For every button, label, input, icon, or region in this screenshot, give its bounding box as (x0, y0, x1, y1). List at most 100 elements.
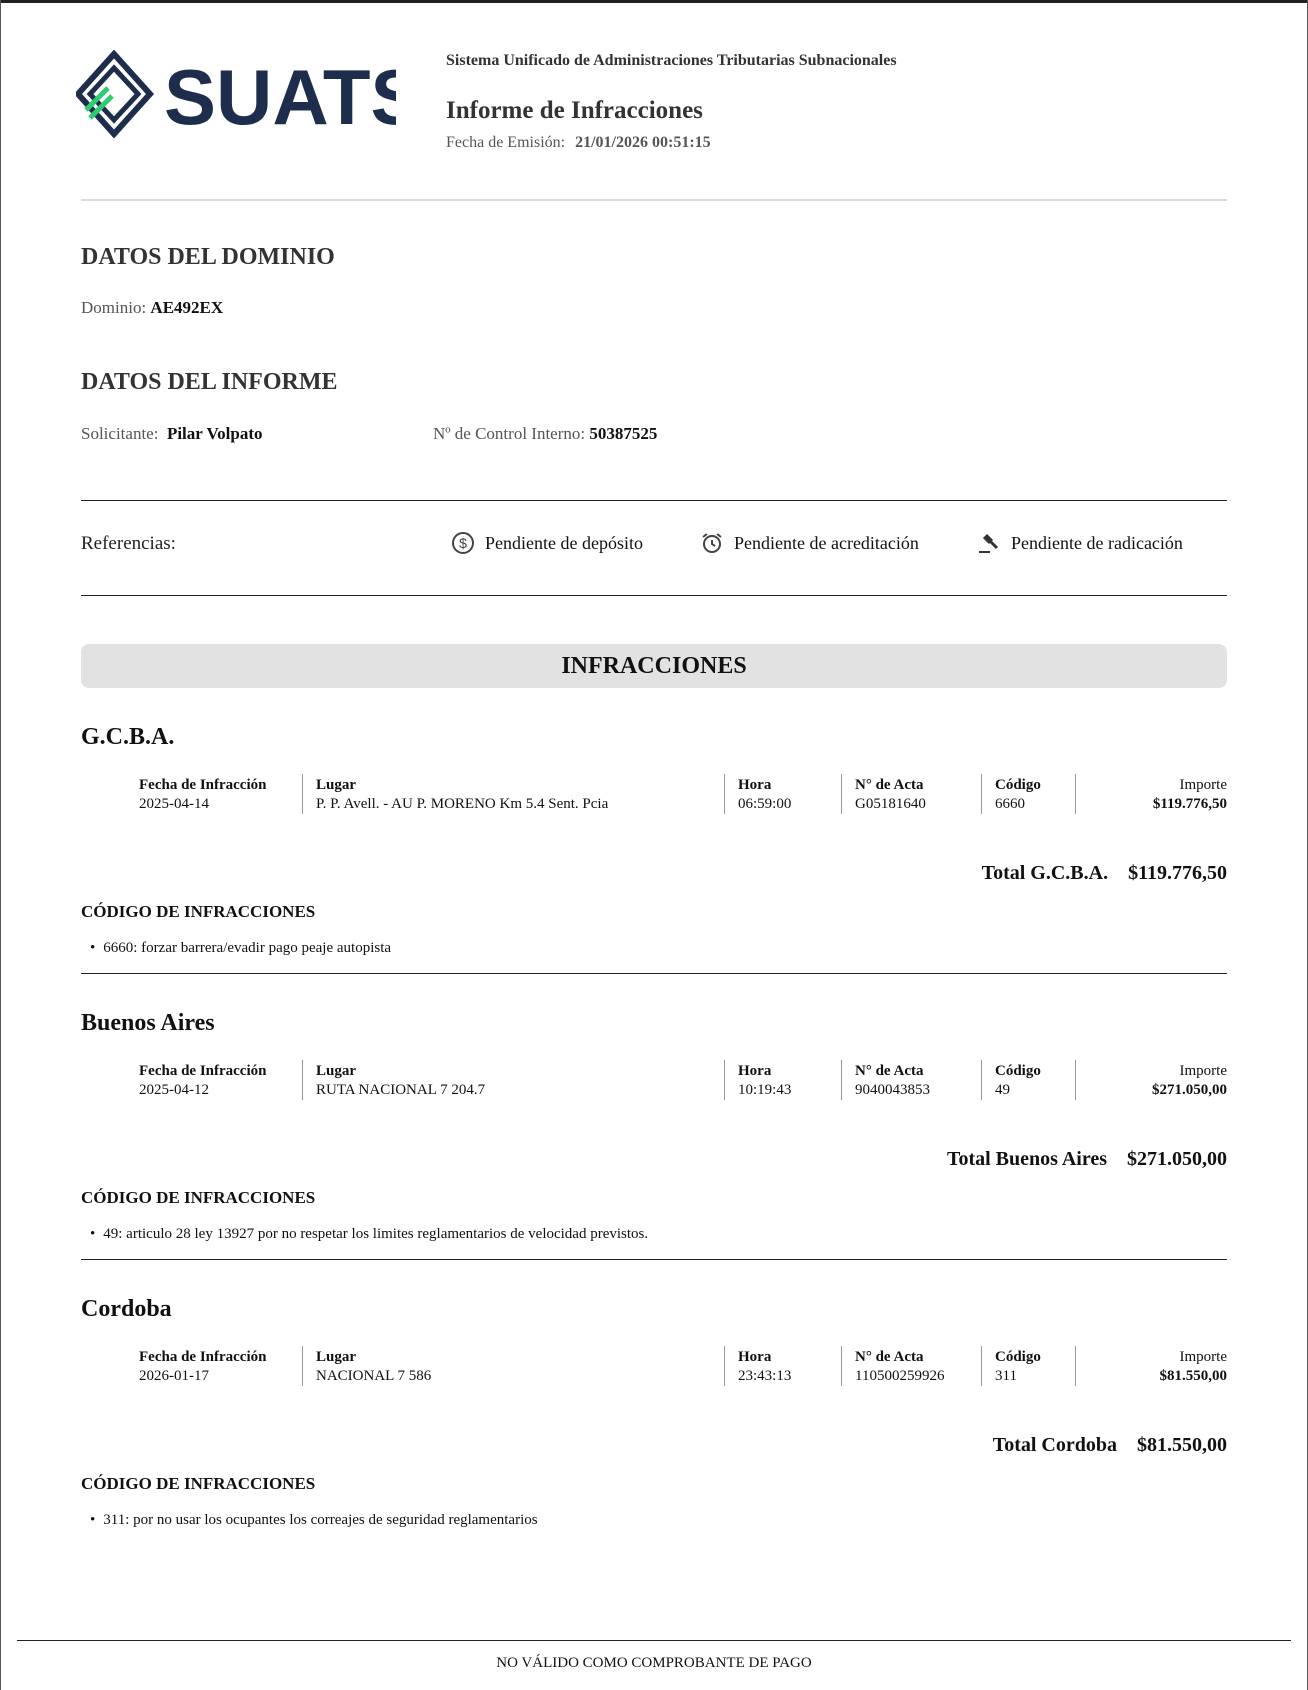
column-divider (1075, 774, 1076, 814)
column-divider (1075, 1346, 1076, 1386)
jurisdiction-section: Cordoba Fecha de Infracción 2026-01-17 Lu… (0, 1296, 1308, 1582)
col-header: Hora (738, 1349, 772, 1365)
solicitante-field: Solicitante: Pilar Volpato (81, 424, 263, 444)
col-header: Hora (738, 777, 772, 793)
dominio-label: Dominio: (81, 298, 147, 317)
cell-codigo: 49 (995, 1082, 1010, 1098)
date-value: 21/01/2026 00:51:15 (575, 134, 711, 151)
cell-acta: 110500259926 (855, 1368, 945, 1384)
cell-importe: $271.050,00 (1152, 1082, 1227, 1098)
legend-label: Pendiente de acreditación (734, 532, 919, 553)
column-divider (724, 1060, 725, 1100)
column-divider (724, 1346, 725, 1386)
cell-acta: G05181640 (855, 796, 926, 812)
col-importe: Importe $271.050,00 (1152, 1062, 1227, 1100)
section-divider (81, 973, 1227, 974)
cell-hora: 23:43:13 (738, 1368, 792, 1384)
section-divider (81, 1259, 1227, 1260)
total-label: Total Buenos Aires (946, 1148, 1107, 1170)
legend-acreditacion: Pendiente de acreditación (700, 531, 919, 555)
column-divider (981, 1346, 982, 1386)
col-header: Fecha de Infracción (139, 777, 267, 793)
solicitante-value: Pilar Volpato (166, 424, 263, 443)
code-description: 49: articulo 28 ley 13927 por no respeta… (90, 1226, 648, 1243)
col-header: Importe (1179, 1349, 1227, 1365)
col-header: N° de Acta (855, 1349, 924, 1365)
window-top-bar (0, 0, 1308, 3)
gavel-icon (979, 533, 999, 553)
column-divider (302, 774, 303, 814)
col-header: Lugar (316, 1349, 357, 1365)
col-acta: N° de Acta 9040043853 (855, 1062, 930, 1100)
legend-label: Pendiente de radicación (1011, 532, 1183, 553)
dominio-heading: DATOS DEL DOMINIO (81, 244, 335, 270)
col-lugar: Lugar NACIONAL 7 586 (316, 1348, 431, 1386)
col-codigo: Código 49 (995, 1062, 1041, 1100)
report-title: Informe de Infracciones (446, 97, 703, 124)
cell-fecha: 2025-04-12 (139, 1082, 209, 1098)
jurisdiction-name: Buenos Aires (81, 1010, 215, 1036)
column-divider (841, 1060, 842, 1100)
col-fecha: Fecha de Infracción 2026-01-17 (139, 1348, 266, 1386)
divider (81, 595, 1227, 596)
total-label: Total G.C.B.A. (981, 862, 1109, 884)
cell-fecha: 2025-04-14 (139, 796, 209, 812)
col-header: Fecha de Infracción (139, 1349, 267, 1365)
dollar-circle-icon: $ (452, 532, 474, 554)
column-divider (841, 1346, 842, 1386)
col-acta: N° de Acta G05181640 (855, 776, 926, 814)
col-header: Código (995, 1063, 1041, 1079)
col-hora: Hora 06:59:00 (738, 776, 791, 814)
alarm-clock-icon (702, 533, 722, 553)
col-importe: Importe $119.776,50 (1153, 776, 1227, 814)
system-name: Sistema Unificado de Administraciones Tr… (446, 52, 897, 69)
col-acta: N° de Acta 110500259926 (855, 1348, 944, 1386)
solicitante-label: Solicitante: (81, 424, 159, 443)
jurisdiction-section: Buenos Aires Fecha de Infracción 2025-04-… (0, 1010, 1308, 1296)
col-lugar: Lugar P. P. Avell. - AU P. MORENO Km 5.4 … (316, 776, 608, 814)
svg-text:$: $ (459, 535, 467, 551)
cell-lugar: NACIONAL 7 586 (316, 1368, 432, 1384)
infracciones-banner: INFRACCIONES (81, 644, 1227, 688)
col-header: N° de Acta (855, 1063, 924, 1079)
column-divider (981, 1060, 982, 1100)
jurisdiction-name: Cordoba (81, 1296, 172, 1322)
cell-acta: 9040043853 (855, 1082, 930, 1098)
col-header: Lugar (316, 1063, 357, 1079)
section-total: Total Cordoba $81.550,00 (993, 1434, 1227, 1457)
header-divider (81, 199, 1227, 201)
column-divider (1075, 1060, 1076, 1100)
emission-date: Fecha de Emisión: 21/01/2026 00:51:15 (446, 134, 711, 152)
divider (81, 500, 1227, 501)
col-header: Importe (1179, 777, 1227, 793)
total-value: $271.050,00 (1127, 1148, 1227, 1170)
legend-deposito: $ Pendiente de depósito (451, 531, 643, 555)
cell-lugar: RUTA NACIONAL 7 204.7 (316, 1082, 486, 1098)
cell-codigo: 6660 (995, 796, 1025, 812)
codes-heading: CÓDIGO DE INFRACCIONES (81, 1474, 316, 1493)
codes-heading: CÓDIGO DE INFRACCIONES (81, 902, 316, 921)
jurisdiction-name: G.C.B.A. (81, 724, 175, 750)
col-header: Importe (1179, 1063, 1227, 1079)
footer-divider (17, 1640, 1291, 1641)
col-header: Código (995, 777, 1041, 793)
footer-note: NO VÁLIDO COMO COMPROBANTE DE PAGO (496, 1655, 812, 1671)
col-fecha: Fecha de Infracción 2025-04-14 (139, 776, 266, 814)
col-header: Fecha de Infracción (139, 1063, 267, 1079)
cell-fecha: 2026-01-17 (139, 1368, 209, 1384)
cell-importe: $119.776,50 (1152, 796, 1227, 812)
col-header: Lugar (316, 777, 357, 793)
cell-lugar: P. P. Avell. - AU P. MORENO Km 5.4 Sent.… (316, 796, 609, 812)
col-header: N° de Acta (855, 777, 924, 793)
cell-hora: 10:19:43 (738, 1082, 792, 1098)
jurisdiction-section: G.C.B.A. Fecha de Infracción 2025-04-14 L… (0, 724, 1308, 1010)
total-label: Total Cordoba (992, 1434, 1117, 1456)
cell-importe: $81.550,00 (1159, 1368, 1228, 1384)
cell-hora: 06:59:00 (738, 796, 792, 812)
informe-heading: DATOS DEL INFORME (81, 369, 338, 395)
column-divider (981, 774, 982, 814)
col-codigo: Código 311 (995, 1348, 1041, 1386)
col-header: Hora (738, 1063, 772, 1079)
dominio-field: Dominio: AE492EX (81, 298, 223, 318)
